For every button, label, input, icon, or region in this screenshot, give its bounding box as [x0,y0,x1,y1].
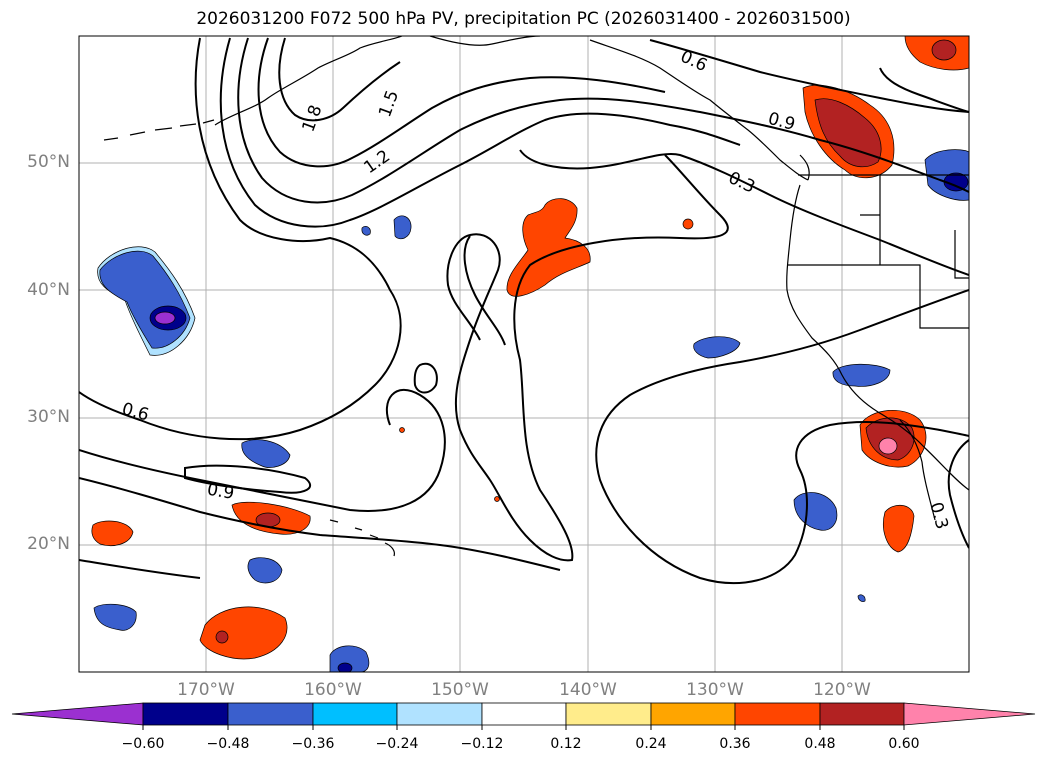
precip-blob-gulf-alaska [506,198,591,297]
colorbar-label-10: 0.60 [888,736,920,752]
precip-blob-small-2 [361,226,371,236]
precip-blob-northeast-top [904,36,969,71]
lat-label-30n: 30°N [27,407,70,427]
lat-label-20n: 20°N [27,534,70,554]
precip-blob-hawaii-west [231,501,311,535]
contour-03-ne [519,149,969,276]
contour-small-loop [413,362,438,394]
contour-09-loop [184,464,312,494]
colorbar-swatch-4 [396,702,483,726]
colorbar-extend-right [903,702,1036,726]
colorbar-swatch-5 [481,702,567,726]
precip-negative-blobs [93,149,969,672]
colorbar-label-5: −0.12 [460,736,504,752]
precip-blob-central-mid [241,439,291,468]
colorbar-label-4: −0.24 [375,736,419,752]
contour-09-ne [879,67,969,113]
colorbar-label-1: −0.60 [121,736,165,752]
colorbar-swatch-2 [227,702,314,726]
contour-label-09-south: 0.9 [205,480,235,504]
precip-blob-south-2 [93,603,137,631]
lon-label-150w: 150°W [431,680,489,700]
lat-label-40n: 40°N [27,280,70,300]
colorbar [11,702,1036,730]
precip-blob-tiny-se [857,594,866,602]
contour-09-south [79,477,561,571]
precip-positive-blobs [91,36,969,660]
contour-03-central [463,235,506,346]
lon-label-140w: 140°W [559,680,617,700]
lon-label-130w: 130°W [686,680,744,700]
precip-blob-california-offshore [832,363,891,387]
precip-blob-south-1 [247,557,283,584]
map-title: 2026031200 F072 500 hPa PV, precipitatio… [196,9,851,29]
colorbar-label-3: −0.36 [291,736,335,752]
colorbar-swatch-8 [734,702,821,726]
precip-blob-south-3 [329,645,370,672]
colorbar-label-7: 0.24 [635,736,667,752]
contour-15 [257,37,666,168]
contour-06-north [79,37,402,441]
lon-label-160w: 160°W [304,680,362,700]
contour-03-se [947,439,969,549]
contour-12 [237,37,969,204]
lat-label-50n: 50°N [27,152,70,172]
precip-blob-far-west [91,520,134,546]
colorbar-ticks [142,725,905,730]
colorbar-label-9: 0.48 [804,736,836,752]
colorbar-swatch-1 [142,702,229,726]
contour-bottom-west [79,559,201,579]
colorbar-swatch-3 [312,702,398,726]
coastline-hawaii [329,519,395,557]
colorbar-swatch-7 [650,702,736,726]
colorbar-swatch-9 [819,702,905,726]
coastline-alaska [214,36,810,181]
lon-label-120w: 120°W [813,680,871,700]
colorbar-swatch-6 [565,702,652,726]
precip-blob-small-1 [393,215,412,240]
lon-label-170w: 170°W [177,680,235,700]
precip-dot-3 [494,496,500,502]
contour-18 [278,37,401,122]
map-border [78,35,970,673]
contour-09-north [219,37,741,228]
contour-06-south [79,388,446,512]
colorbar-label-8: 0.36 [719,736,751,752]
precip-blob-east-mid [693,336,741,359]
precip-dot-2 [399,427,405,433]
precip-blob-central-pacific-west [97,246,196,356]
coastlines [103,36,969,557]
precip-blob-hawaii-east [793,492,838,531]
us-border [787,174,969,329]
contour-03-east [595,289,969,585]
colorbar-extend-left [11,702,144,726]
contour-06-ne [649,39,969,113]
precip-blob-baja-offshore [883,505,915,553]
coastline-north-america [786,184,969,521]
precip-dot-1 [682,218,694,230]
colorbar-label-6: 0.12 [550,736,582,752]
colorbar-label-2: −0.48 [206,736,250,752]
precip-blob-south-central [199,606,288,660]
pv-contours [79,37,969,585]
coastline-aleutians [103,119,215,141]
contour-03-mid [446,154,729,562]
